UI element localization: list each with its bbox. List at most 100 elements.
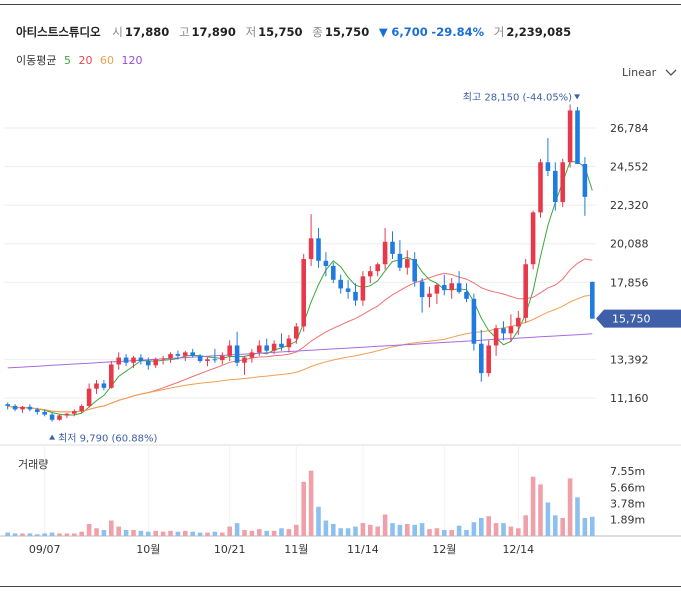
ma-legend-item-120: 120 (121, 54, 143, 67)
candle (553, 162, 558, 211)
volume-bar (323, 520, 329, 536)
volume-bar (331, 523, 336, 536)
x-tick-label: 10/21 (214, 543, 246, 556)
open-price: 17,880 (124, 25, 170, 39)
volume-bar (183, 530, 188, 536)
candle (560, 158, 565, 208)
candle (138, 354, 144, 365)
x-tick-label: 09/07 (29, 543, 61, 556)
ma-line-5 (7, 161, 593, 416)
volume-bar (397, 524, 403, 536)
candle-body (264, 345, 269, 351)
candle (168, 352, 173, 363)
low-marker-arrow-icon (49, 434, 56, 440)
volume-bar (345, 528, 351, 536)
candle-body (471, 298, 477, 344)
candle-body (5, 404, 10, 406)
candle-body (345, 288, 351, 292)
candle (116, 352, 121, 370)
scale-selector[interactable]: Linear (622, 66, 677, 79)
candle-body (20, 406, 25, 410)
x-tick-label: 10월 (136, 543, 160, 556)
volume-bar (242, 529, 247, 536)
volume-bar (257, 529, 262, 536)
volume-bar (212, 531, 218, 536)
candle (323, 252, 329, 277)
candle-body (419, 281, 425, 298)
stock-name: 아티스트스튜디오 (16, 25, 101, 39)
candle (227, 340, 232, 362)
candle (419, 278, 425, 313)
change-amount: 6,700 (391, 25, 428, 39)
volume-bars (5, 470, 595, 536)
candle (530, 210, 536, 270)
candle-body (434, 284, 440, 294)
volume-bar (220, 532, 225, 536)
candle (442, 274, 447, 296)
candle (464, 283, 469, 303)
candle (390, 231, 395, 260)
candle-body (257, 345, 262, 353)
volume-bar (316, 506, 321, 536)
volume-bar (94, 528, 99, 536)
high-price: 17,890 (191, 25, 236, 39)
candle-body (72, 411, 77, 414)
candle-body (479, 343, 484, 374)
candle (57, 414, 62, 421)
candle-body (271, 343, 277, 351)
candle-body (242, 357, 247, 363)
candle-body (331, 265, 336, 280)
ma-legend-item-20: 20 (78, 54, 93, 67)
candle (316, 227, 321, 268)
x-tick-label: 11/14 (347, 543, 379, 556)
volume-bar (12, 533, 18, 536)
stock-header: 아티스트스튜디오 시 17,880 고 17,890 저 15,750 종 15,750… (16, 24, 577, 40)
volume-bar (101, 529, 107, 536)
candle (412, 252, 417, 287)
ma-line-120 (7, 333, 593, 369)
volume-bar (516, 528, 521, 536)
candle-body (109, 364, 114, 388)
candle (153, 357, 158, 368)
volume-bar (449, 529, 454, 536)
candle (242, 355, 247, 375)
candle (94, 380, 99, 394)
candle (294, 323, 299, 344)
candle (72, 409, 77, 417)
candle-body (57, 415, 62, 420)
candle (123, 354, 129, 367)
volume-bar (57, 533, 62, 536)
candle-body (575, 110, 580, 165)
volume-tick-label: 5.66m (610, 481, 645, 494)
volume-bar (109, 520, 114, 536)
price-tick-label: 22,320 (610, 199, 649, 212)
volume-bar (131, 529, 136, 536)
candle-body (42, 411, 47, 415)
candle-body (175, 354, 181, 356)
candle-body (427, 293, 432, 298)
volume-bar (286, 529, 292, 536)
candle (397, 240, 403, 272)
candle (567, 104, 573, 168)
candle (382, 227, 388, 270)
volume-bar (382, 514, 388, 536)
candle-body (545, 162, 551, 171)
volume-bar (271, 530, 277, 536)
volume-bar (175, 531, 181, 536)
candle (35, 407, 40, 415)
candle-body (286, 338, 292, 348)
candle (205, 357, 210, 367)
volume-bar (471, 522, 477, 536)
candle (146, 357, 151, 370)
volume-bar (434, 528, 440, 536)
candle (434, 283, 440, 304)
volume-bar (64, 533, 70, 536)
candle-body (183, 352, 188, 356)
volume-value: 2,239,085 (506, 25, 572, 39)
change-percent: -29.84% (431, 25, 485, 39)
candle (212, 348, 218, 363)
candle-body (197, 355, 203, 362)
price-tick-label: 26,784 (610, 122, 649, 135)
volume-bar (138, 530, 144, 536)
